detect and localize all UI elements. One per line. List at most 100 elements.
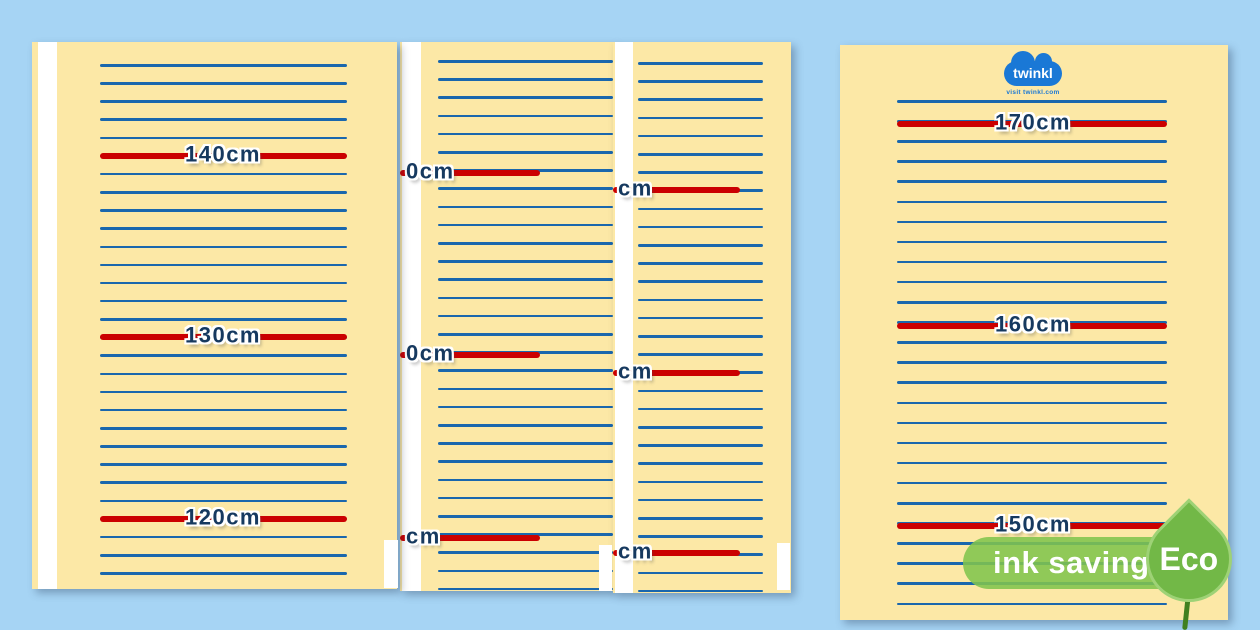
ruled-line <box>638 262 763 265</box>
ruled-line <box>100 227 347 230</box>
ruled-line <box>638 80 763 83</box>
logo-tagline: visit twinkl.com <box>1006 89 1060 96</box>
ruled-line <box>897 441 1167 445</box>
ruled-line <box>100 318 347 321</box>
ruled-line <box>100 481 347 484</box>
ruled-line <box>100 172 347 176</box>
ruled-line <box>438 278 613 281</box>
twinkl-cloud-icon: twinkl <box>1004 51 1062 86</box>
ruled-line <box>438 442 613 445</box>
ruled-line <box>438 151 613 154</box>
ruled-line <box>438 587 613 591</box>
ruled-line <box>438 96 613 99</box>
ruled-line <box>438 333 613 336</box>
ruled-line <box>438 551 613 554</box>
ruled-line <box>638 389 763 393</box>
ruled-line <box>438 478 613 482</box>
ruled-line <box>100 354 347 357</box>
ruled-line <box>438 369 613 372</box>
ruled-line <box>638 116 763 120</box>
ruled-line <box>897 461 1167 465</box>
logo-brand-text: twinkl <box>1013 65 1053 81</box>
ruled-line <box>100 82 347 85</box>
ruled-line <box>638 480 763 484</box>
ruled-line <box>638 134 763 138</box>
ruled-line <box>438 242 613 245</box>
ruled-line <box>897 200 1167 203</box>
measurement-marker-line <box>400 170 540 176</box>
ruled-line <box>638 444 763 447</box>
ruled-line <box>100 572 347 575</box>
ruled-line <box>100 372 347 376</box>
ink-saving-label: ink saving <box>993 545 1150 580</box>
height-chart-page-120-140: 140cm 130cm 120cm <box>32 42 397 589</box>
ruled-line <box>638 353 763 356</box>
ruled-line <box>638 244 763 247</box>
measurement-marker-line <box>613 550 740 556</box>
page-corner-white <box>384 540 398 588</box>
measurement-marker-line <box>100 153 347 159</box>
ruled-line <box>897 421 1167 425</box>
ruled-line <box>897 602 1167 605</box>
ruled-line <box>100 245 347 248</box>
ruled-line <box>438 533 613 536</box>
measurement-marker-line <box>613 370 740 376</box>
page-corner-white <box>777 543 790 590</box>
eco-label: Eco <box>1159 540 1219 577</box>
page-binding-strip <box>615 42 633 593</box>
ruled-line <box>438 187 613 190</box>
measurement-label: 150cm <box>994 511 1072 537</box>
ruled-line <box>438 260 613 263</box>
ruled-line <box>638 589 763 593</box>
ruled-line <box>100 427 347 430</box>
ruled-line <box>638 153 763 156</box>
page-binding-strip <box>402 42 421 591</box>
ruled-line <box>638 517 763 520</box>
measurement-label: 130cm <box>184 322 262 348</box>
ruled-line <box>897 301 1167 304</box>
ruled-line <box>897 220 1167 224</box>
ruled-line <box>438 569 613 573</box>
ruled-line <box>438 296 613 300</box>
ruled-line <box>897 401 1167 404</box>
page-binding-strip <box>38 42 57 589</box>
measurement-label: 0cm <box>406 340 455 366</box>
measurement-label: 120cm <box>184 504 262 530</box>
ruled-line <box>638 298 763 302</box>
ruled-line <box>638 225 763 229</box>
ruled-line <box>438 114 613 118</box>
ruled-line <box>438 205 613 209</box>
ruled-line <box>438 132 613 136</box>
ruled-line <box>100 535 347 539</box>
ruled-line <box>897 140 1167 143</box>
ruled-line <box>438 223 613 227</box>
ruled-line <box>100 64 347 67</box>
ruled-line <box>100 281 347 285</box>
ruled-line <box>897 341 1167 344</box>
ruled-line <box>638 316 763 320</box>
ruled-line <box>438 387 613 391</box>
ruled-line <box>438 496 613 500</box>
ruled-line <box>100 100 347 103</box>
ruled-line <box>438 515 613 518</box>
ruled-line <box>638 462 763 465</box>
measurement-label: 0cm <box>406 158 455 184</box>
ruled-line <box>638 98 763 101</box>
ruled-line <box>638 207 763 211</box>
ruled-line <box>638 498 763 502</box>
ruled-line <box>100 499 347 503</box>
ruled-line <box>438 78 613 81</box>
measurement-marker-line <box>400 535 540 541</box>
ruled-line <box>100 390 347 394</box>
ruled-line <box>897 260 1167 264</box>
measurement-marker-line <box>400 352 540 358</box>
ruled-line <box>438 314 613 318</box>
ruled-line <box>897 321 1167 324</box>
ruled-line <box>897 481 1167 485</box>
ruled-line <box>100 118 347 121</box>
page-corner-white <box>599 545 612 591</box>
ruled-line <box>638 571 763 575</box>
measurement-label: cm <box>618 358 653 384</box>
ruled-line <box>438 405 613 409</box>
